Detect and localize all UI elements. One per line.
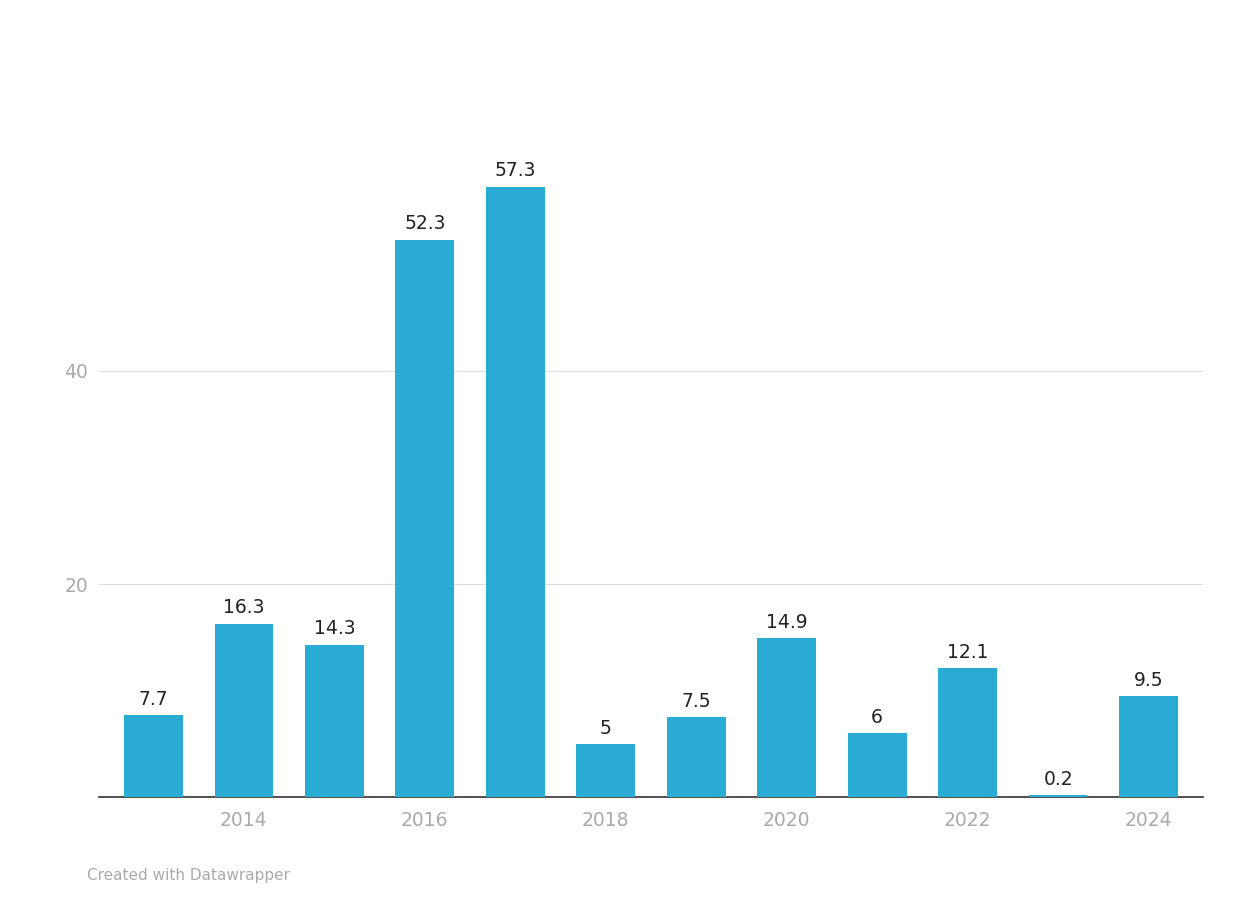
Text: 9.5: 9.5 [1133,670,1163,689]
Bar [1029,795,1087,797]
Text: 57.3: 57.3 [495,161,536,180]
Text: 6: 6 [872,708,883,727]
Text: 16.3: 16.3 [223,598,264,617]
Text: 14.3: 14.3 [314,620,355,639]
Text: 12.1: 12.1 [947,643,988,662]
Text: Created with Datawrapper: Created with Datawrapper [87,868,290,883]
Text: 14.9: 14.9 [766,613,807,632]
Bar [758,639,816,797]
Bar [939,669,997,797]
Text: 5: 5 [600,718,611,737]
Text: 7.7: 7.7 [139,689,169,708]
Bar [486,187,544,797]
Bar [305,645,363,797]
Bar [848,733,906,797]
Text: 7.5: 7.5 [682,692,711,711]
Bar [124,715,182,797]
Bar [215,623,273,797]
Bar [667,718,725,797]
Bar [396,240,454,797]
Bar [1120,696,1178,797]
Text: 0.2: 0.2 [1043,770,1073,789]
Bar [577,744,635,797]
Text: 52.3: 52.3 [404,215,445,234]
